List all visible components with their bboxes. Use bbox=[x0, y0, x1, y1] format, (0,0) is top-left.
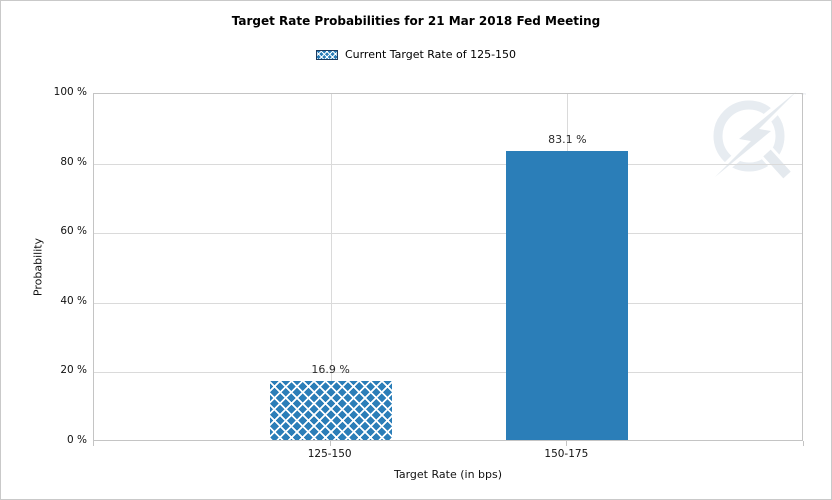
y-gridline-40 bbox=[94, 302, 802, 304]
x-tick-label-150-175: 150-175 bbox=[544, 448, 589, 460]
y-tick-label-60: 60 % bbox=[60, 225, 87, 238]
chart-title: Target Rate Probabilities for 21 Mar 201… bbox=[231, 14, 601, 28]
bar-150-175 bbox=[506, 150, 629, 440]
value-label-150-175: 83.1 % bbox=[548, 132, 587, 146]
y-axis-title: Probability bbox=[31, 237, 45, 297]
y-tick-label-80: 80 % bbox=[60, 155, 87, 168]
bar-125-150 bbox=[269, 381, 392, 440]
y-tick-label-0: 0 % bbox=[67, 434, 87, 446]
y-gridline-60 bbox=[94, 233, 802, 235]
y-gridline-80 bbox=[94, 163, 802, 165]
x-edge-tick-right bbox=[803, 441, 804, 446]
value-label-125-150: 16.9 % bbox=[311, 363, 350, 377]
watermark-logo-icon: ™ bbox=[711, 89, 807, 181]
x-tick-label-125-150: 125-150 bbox=[307, 448, 352, 460]
x-tick-mark-150-175 bbox=[566, 441, 568, 446]
plot-area: 16.9 % 83.1 % bbox=[93, 93, 803, 441]
legend-swatch-crosshatch-icon bbox=[315, 49, 338, 60]
x-tick-mark-125-150 bbox=[329, 441, 331, 446]
x-axis-title: Target Rate (in bps) bbox=[393, 468, 503, 481]
y-gridline-20 bbox=[94, 372, 802, 374]
y-tick-label-40: 40 % bbox=[60, 294, 87, 307]
legend: Current Target Rate of 125-150 bbox=[1, 48, 831, 61]
watermark-trademark: ™ bbox=[800, 92, 807, 100]
y-tick-label-20: 20 % bbox=[60, 364, 87, 377]
x-gridline-125-150 bbox=[330, 94, 332, 440]
y-tick-label-100: 100 % bbox=[53, 86, 87, 98]
x-edge-tick-left bbox=[93, 441, 94, 446]
legend-label: Current Target Rate of 125-150 bbox=[344, 48, 517, 61]
watermark-ring bbox=[713, 100, 785, 172]
watermark-bolt bbox=[715, 91, 797, 177]
